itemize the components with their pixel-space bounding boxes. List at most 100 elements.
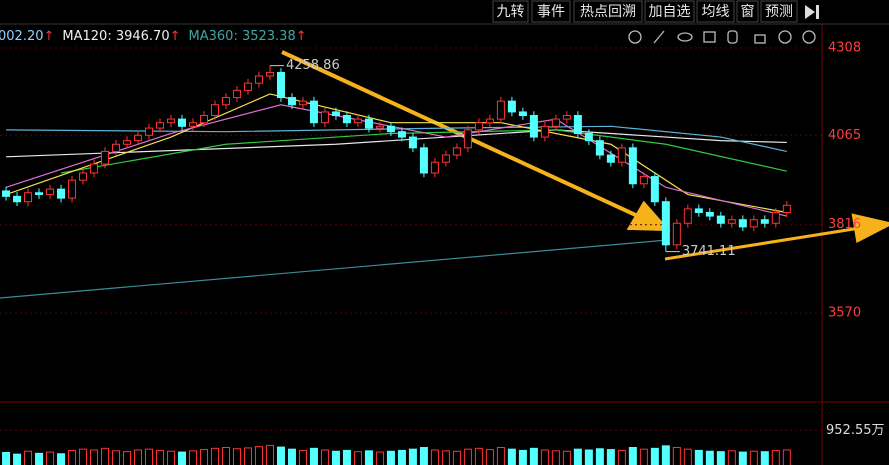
- volume-bar: [254, 446, 263, 465]
- expand-icon[interactable]: [805, 5, 815, 19]
- candle-body: [35, 192, 44, 196]
- candle-body: [397, 131, 406, 138]
- candle-body: [79, 172, 88, 181]
- candle-body: [496, 100, 505, 120]
- toolbar-label[interactable]: 预测: [765, 4, 793, 20]
- volume-bar: [342, 449, 351, 465]
- volume-bar: [243, 447, 252, 465]
- volume-tick-label: 952.55万: [826, 423, 885, 438]
- y-tick-label: 3570: [828, 306, 861, 321]
- ma-line: [5, 104, 787, 217]
- toolbar-button[interactable]: [760, 0, 798, 23]
- volume-bar: [13, 453, 22, 465]
- toolbar-label[interactable]: 九转: [497, 4, 525, 20]
- volume-bar: [57, 453, 66, 465]
- toolbar-label[interactable]: 事件: [537, 4, 565, 20]
- volume-bar: [123, 451, 132, 465]
- volume-bar: [551, 450, 560, 465]
- candle-body: [210, 104, 219, 117]
- candle-body: [760, 219, 769, 224]
- volume-bar: [485, 449, 494, 465]
- volume-bar: [430, 449, 439, 465]
- candle-body: [364, 118, 373, 129]
- volume-bar: [529, 447, 538, 465]
- candle-body: [518, 111, 527, 117]
- candle-body: [540, 125, 549, 138]
- candle-body: [101, 150, 110, 165]
- ma-line: [6, 125, 787, 153]
- volume-bar: [727, 450, 736, 465]
- volume-bar: [661, 445, 670, 465]
- candle-body: [716, 215, 725, 224]
- volume-bar: [782, 449, 791, 465]
- candle-body: [452, 147, 461, 156]
- candle-body: [2, 190, 11, 197]
- zoom-in-icon[interactable]: [778, 30, 792, 44]
- candle-body: [24, 192, 33, 203]
- candle-body: [782, 204, 791, 213]
- volume-bar: [309, 447, 318, 465]
- candle-body: [584, 132, 593, 142]
- zoom-out-icon[interactable]: [802, 30, 816, 44]
- lock-icon[interactable]: [754, 34, 766, 44]
- volume-bar: [595, 448, 604, 465]
- candle-body: [661, 201, 670, 246]
- toolbar-button[interactable]: [573, 0, 643, 23]
- candle-body: [320, 111, 329, 124]
- volume-bar: [771, 449, 780, 465]
- candle-body: [342, 115, 351, 124]
- ma-line: [60, 129, 787, 174]
- arrow-head: [851, 213, 889, 244]
- toolbar-button[interactable]: [492, 0, 529, 23]
- candle-body: [243, 82, 252, 91]
- expand-bar[interactable]: [816, 5, 819, 19]
- volume-bar: [331, 450, 340, 465]
- box-icon[interactable]: [703, 31, 716, 43]
- candle-body: [166, 118, 175, 124]
- toolbar-label[interactable]: 热点回溯: [580, 4, 636, 20]
- candle-body: [13, 195, 22, 203]
- volume-bar: [112, 450, 121, 465]
- hand-icon[interactable]: [727, 30, 738, 44]
- toolbar-button[interactable]: [736, 0, 759, 23]
- settings-icon[interactable]: [628, 30, 642, 44]
- candle-body: [177, 118, 186, 127]
- toolbar-label[interactable]: 窗: [741, 3, 755, 20]
- candle-body: [386, 125, 395, 133]
- volume-bar: [463, 448, 472, 465]
- volume-bar: [584, 449, 593, 465]
- candle-body: [90, 163, 99, 174]
- candle-body: [287, 97, 296, 106]
- toolbar-button[interactable]: [696, 0, 735, 23]
- toolbar-button[interactable]: [531, 0, 571, 23]
- candle-body: [375, 125, 384, 129]
- candle-body: [430, 161, 439, 174]
- volume-bar: [177, 451, 186, 465]
- volume-bar: [166, 450, 175, 465]
- volume-bar: [705, 450, 714, 465]
- candle-body: [551, 118, 560, 127]
- volume-bar: [562, 450, 571, 465]
- eye-icon[interactable]: [677, 32, 693, 42]
- volume-bar: [46, 451, 55, 465]
- ma-arrow: ↑: [170, 29, 181, 44]
- ma-value: MA120: 3946.70: [62, 29, 169, 44]
- candle-body: [650, 176, 659, 203]
- up-trend-line: [664, 226, 861, 261]
- volume-bar: [672, 447, 681, 465]
- toolbar-label[interactable]: 加自选: [649, 4, 691, 20]
- ma-value: MA360: 3523.38: [189, 29, 296, 44]
- candle-body: [408, 136, 417, 149]
- ma-line: [0, 239, 666, 299]
- volume-bar: [628, 447, 637, 465]
- candle-body: [298, 100, 307, 106]
- draw-icon[interactable]: [653, 30, 665, 44]
- ma-arrow: ↑: [296, 29, 307, 44]
- toolbar-button[interactable]: [644, 0, 695, 23]
- volume-bar: [716, 451, 725, 465]
- toolbar-label[interactable]: 均线: [702, 4, 730, 20]
- volume-bar: [90, 449, 99, 465]
- volume-bar: [199, 449, 208, 465]
- ma-value: 002.20: [0, 29, 44, 44]
